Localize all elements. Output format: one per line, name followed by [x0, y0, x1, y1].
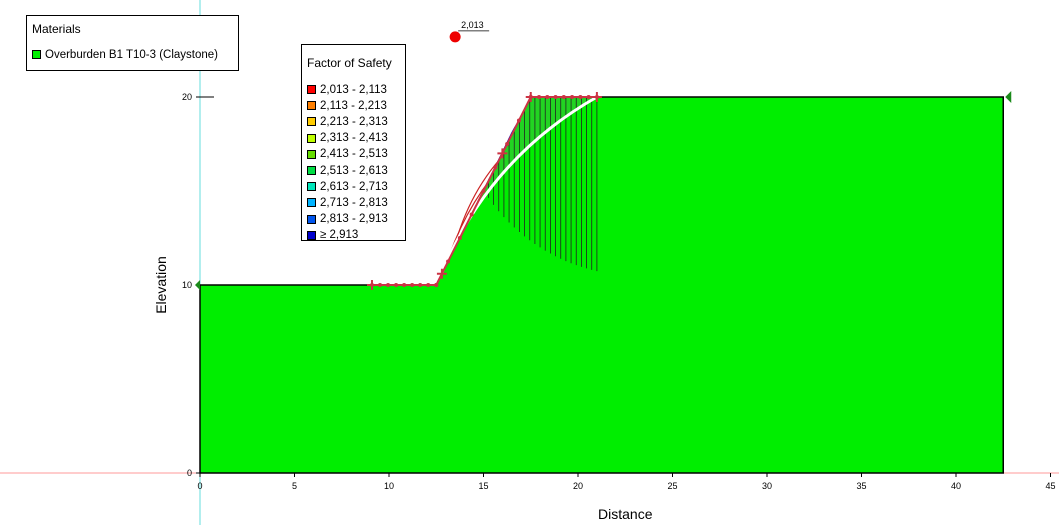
fos-range-label: 2,613 - 2,713	[320, 180, 388, 193]
x-tick-label: 40	[951, 481, 961, 491]
range-point	[378, 283, 383, 287]
fos-range-label: 2,113 - 2,213	[320, 99, 387, 112]
range-point	[505, 142, 510, 146]
material-label: Overburden B1 T10-3 (Claystone)	[45, 48, 219, 61]
range-point	[386, 283, 391, 287]
fos-legend-item: 2,713 - 2,813	[307, 196, 388, 209]
fos-color-swatch	[307, 85, 316, 94]
range-point	[426, 283, 431, 287]
range-limit-marker	[591, 92, 602, 102]
axis-ticks: 0 5 10 15 20 25 30 35 40 45 0 10 20	[182, 92, 1056, 491]
critical-slip-surface	[438, 95, 598, 279]
x-tick-label: 30	[762, 481, 772, 491]
fos-legend-item: 2,613 - 2,713	[307, 180, 388, 193]
y-tick-label: 20	[182, 92, 192, 102]
fos-legend-item: 2,313 - 2,413	[307, 132, 388, 145]
range-point	[561, 95, 566, 99]
range-point	[446, 259, 451, 264]
range-point	[418, 283, 423, 287]
fos-color-swatch	[307, 230, 316, 240]
range-point	[545, 95, 550, 99]
materials-legend-title: Materials	[32, 22, 81, 36]
fos-range-label: 2,513 - 2,613	[320, 164, 388, 177]
fos-legend-item: 2,513 - 2,613	[307, 164, 388, 177]
x-tick-label: 35	[856, 481, 866, 491]
critical-fos-label: 2,013	[461, 20, 484, 30]
fos-legend-title: Factor of Safety	[307, 56, 392, 70]
fos-legend-item: 2,013 - 2,113	[307, 83, 387, 96]
critical-center-marker[interactable]	[449, 31, 461, 43]
range-point	[457, 236, 462, 240]
fos-color-swatch	[307, 117, 316, 127]
x-tick-label: 15	[478, 481, 488, 491]
range-point	[493, 165, 498, 170]
materials-legend-item: Overburden B1 T10-3 (Claystone)	[32, 48, 218, 61]
range-point	[537, 95, 542, 99]
range-point	[578, 95, 583, 99]
fos-color-swatch	[307, 182, 316, 192]
range-limit-marker	[525, 92, 536, 102]
y-axis-label: Elevation	[153, 256, 169, 314]
materials-legend[interactable]: Materials Overburden B1 T10-3 (Claystone…	[26, 15, 239, 71]
material-swatch	[32, 50, 41, 59]
range-point	[516, 118, 521, 123]
range-point	[402, 283, 407, 287]
critical-slip-slices	[438, 95, 598, 279]
x-axis-label: Distance	[598, 506, 653, 522]
range-point	[570, 95, 575, 99]
range-limit-marker	[436, 268, 447, 279]
fos-range-label: 2,413 - 2,513	[320, 148, 388, 161]
fos-color-swatch	[307, 133, 316, 143]
x-tick-label: 25	[667, 481, 677, 491]
slide-mass	[440, 97, 597, 278]
fos-color-swatch	[307, 149, 316, 159]
x-tick-label: 10	[384, 481, 394, 491]
x-tick-label: 0	[197, 481, 202, 491]
range-point	[586, 95, 591, 99]
fos-legend-item: 2,213 - 2,313	[307, 115, 388, 128]
fos-range-label: 2,013 - 2,113	[320, 83, 387, 96]
range-point	[410, 283, 415, 287]
range-point	[394, 283, 399, 287]
fos-color-swatch	[307, 198, 316, 208]
fos-legend-item: 2,813 - 2,913	[307, 213, 388, 226]
fos-legend-item: ≥ 2,913	[307, 229, 358, 242]
y-tick-label: 10	[182, 280, 192, 290]
fos-color-swatch	[307, 214, 316, 224]
fos-range-label: 2,313 - 2,413	[320, 132, 388, 145]
range-point	[481, 189, 486, 193]
x-tick-label: 5	[292, 481, 297, 491]
fos-legend-item: 2,413 - 2,513	[307, 148, 388, 161]
boundary-markers	[195, 91, 1012, 290]
left-boundary-marker	[195, 280, 200, 290]
fos-legend-item: 2,113 - 2,213	[307, 99, 387, 112]
right-boundary-marker	[1005, 91, 1012, 103]
fos-range-label: 2,813 - 2,913	[320, 213, 388, 226]
factor-of-safety-legend[interactable]: Factor of Safety 2,013 - 2,113 2,113 - 2,…	[301, 44, 406, 241]
fos-color-swatch	[307, 101, 316, 111]
range-point	[553, 95, 558, 99]
fos-range-label: 2,213 - 2,313	[320, 115, 388, 128]
x-tick-label: 20	[573, 481, 583, 491]
range-point	[434, 283, 439, 287]
range-limit-marker	[497, 148, 508, 159]
x-tick-label: 45	[1045, 481, 1055, 491]
fos-color-swatch	[307, 166, 316, 175]
entry-exit-ranges	[366, 92, 602, 290]
range-limit-marker	[366, 280, 377, 290]
range-point	[469, 212, 474, 217]
fos-range-label: ≥ 2,913	[320, 229, 359, 242]
y-tick-label: 0	[187, 468, 192, 478]
fos-range-label: 2,713 - 2,813	[320, 196, 388, 209]
